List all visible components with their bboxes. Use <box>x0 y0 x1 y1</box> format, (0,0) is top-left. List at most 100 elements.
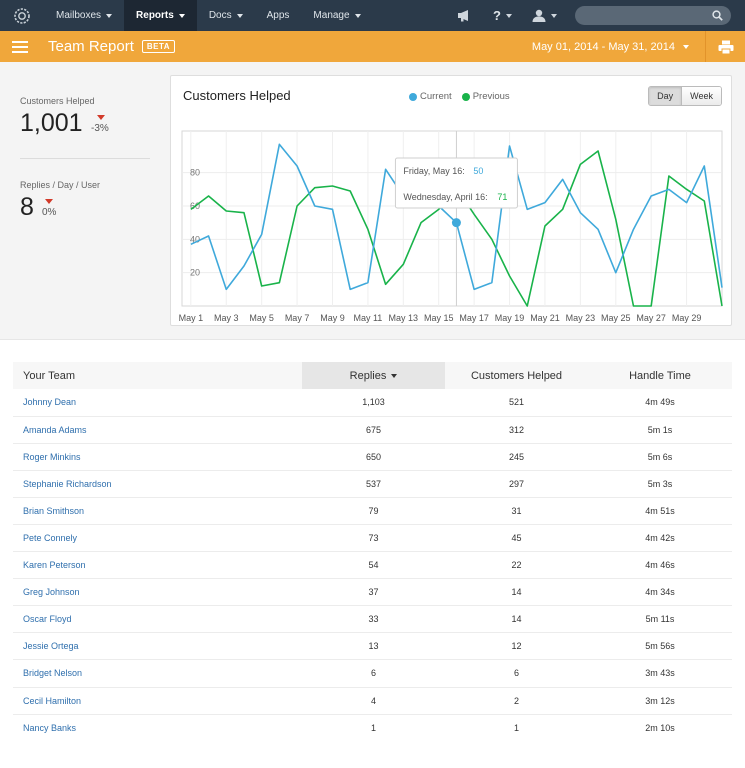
chevron-down-icon <box>551 13 557 18</box>
replies-cell: 4 <box>302 686 445 715</box>
search-icon[interactable] <box>712 10 723 21</box>
team-member-link[interactable]: Greg Johnson <box>13 578 302 606</box>
chevron-down-icon <box>236 13 243 18</box>
tooltip-current-value: 50 <box>473 166 483 176</box>
helpscout-logo-icon[interactable] <box>0 0 44 31</box>
team-member-link[interactable]: Oscar Floyd <box>13 605 302 633</box>
nav-manage[interactable]: Manage <box>301 0 372 31</box>
column-header-replies[interactable]: Replies <box>302 362 445 389</box>
handle-time-cell: 4m 49s <box>645 397 675 408</box>
nav-label: Docs <box>208 10 232 21</box>
table-row: Oscar Floyd 33 14 5m 11s <box>13 605 732 633</box>
highlight-point <box>451 218 461 228</box>
table-row: Karen Peterson 54 22 4m 46s <box>13 551 732 579</box>
team-table: Your Team Replies Customers Helped Handl… <box>13 362 732 742</box>
tooltip-current-label: Friday, May 16: <box>403 166 464 176</box>
top-navigation: Mailboxes Reports Docs Apps Manage ? <box>0 0 745 31</box>
replies-cell: 13 <box>302 632 445 660</box>
handle-time-cell: 4m 51s <box>588 496 732 525</box>
x-tick-label: May 7 <box>285 313 310 323</box>
x-tick-label: May 1 <box>179 313 204 323</box>
tooltip-previous-value: 71 <box>497 192 507 202</box>
column-header-customers-helped[interactable]: Customers Helped <box>445 362 588 389</box>
customers-helped-value: 1,001 <box>20 109 83 137</box>
replies-per-day-label: Replies / Day / User <box>20 180 101 190</box>
customers-helped-cell: 12 <box>445 632 588 660</box>
nav-label: Manage <box>313 10 350 21</box>
team-member-link[interactable]: Amanda Adams <box>13 415 302 444</box>
chevron-down-icon <box>106 13 113 18</box>
granularity-toggle: Day Week <box>648 86 722 106</box>
search-box <box>575 6 731 26</box>
help-menu[interactable]: ? <box>483 0 522 31</box>
table-row: Greg Johnson 37 14 4m 34s <box>13 578 732 606</box>
team-member-link[interactable]: Jessie Ortega <box>13 632 302 660</box>
y-tick-label: 80 <box>190 168 200 178</box>
megaphone-icon[interactable] <box>447 0 483 31</box>
x-tick-label: May 19 <box>495 313 525 323</box>
x-tick-label: May 9 <box>320 313 345 323</box>
customers-helped-cell: 31 <box>445 496 588 525</box>
x-tick-label: May 15 <box>424 313 454 323</box>
handle-time-cell: 3m 43s <box>588 659 732 688</box>
table-row: Bridget Nelson 6 6 3m 43s <box>13 659 732 688</box>
nav-mailboxes[interactable]: Mailboxes <box>44 0 124 31</box>
nav-label: Reports <box>136 10 174 21</box>
toggle-week-button[interactable]: Week <box>681 87 721 105</box>
team-member-link[interactable]: Stephanie Richardson <box>13 469 302 498</box>
replies-cell: 675 <box>302 415 445 444</box>
toggle-day-button[interactable]: Day <box>649 87 682 105</box>
report-title: Team Report <box>48 38 134 55</box>
replies-per-day-value: 8 <box>20 193 34 221</box>
nav-label: Apps <box>266 10 290 21</box>
date-range-picker[interactable]: May 01, 2014 - May 31, 2014 <box>532 31 689 62</box>
replies-cell: 1 <box>302 713 445 742</box>
team-member-link[interactable]: Brian Smithson <box>13 496 302 525</box>
replies-cell: 6 <box>302 659 445 688</box>
handle-time-cell: 5m 6s <box>588 442 732 471</box>
legend-current-label: Current <box>420 91 452 102</box>
nav-apps[interactable]: Apps <box>255 0 302 31</box>
team-member-link[interactable]: Roger Minkins <box>13 442 302 471</box>
column-header-handle-time[interactable]: Handle Time <box>588 362 732 389</box>
stats-divider <box>20 158 150 159</box>
nav-reports[interactable]: Reports <box>124 0 197 31</box>
nav-docs[interactable]: Docs <box>197 0 255 31</box>
menu-toggle-icon[interactable] <box>0 31 40 62</box>
sort-desc-icon <box>391 373 398 378</box>
summary-panel: Customers Helped 1,001 -3% Replies / Day… <box>0 62 745 340</box>
team-member-link[interactable]: Nancy Banks <box>13 713 302 742</box>
decrease-arrow-icon <box>97 115 105 120</box>
replies-cell: 54 <box>302 551 445 579</box>
beta-badge: BETA <box>141 40 176 53</box>
customers-helped-cell: 2 <box>445 686 588 715</box>
current-dot-icon <box>409 92 417 101</box>
print-icon <box>718 40 733 54</box>
table-header-row: Your Team Replies Customers Helped Handl… <box>13 362 732 389</box>
team-member-link[interactable]: Cecil Hamilton <box>13 686 302 715</box>
table-row: Johnny Dean 1,103 521 4m 49s <box>13 389 732 416</box>
customers-helped-cell: 22 <box>445 551 588 579</box>
team-member-link[interactable]: Karen Peterson <box>13 551 302 579</box>
print-button[interactable] <box>705 31 745 62</box>
user-menu[interactable] <box>522 0 567 31</box>
team-member-link[interactable]: Pete Connely <box>13 523 302 552</box>
replies-cell: 37 <box>302 578 445 606</box>
chevron-down-icon <box>178 13 185 18</box>
legend-previous[interactable]: Previous <box>461 91 510 102</box>
search-input[interactable] <box>575 7 731 26</box>
legend-current[interactable]: Current <box>409 91 452 102</box>
user-icon <box>532 9 546 22</box>
replies-per-day-change: 0% <box>42 207 57 218</box>
replies-cell: 79 <box>302 496 445 525</box>
team-member-link[interactable]: Johnny Dean <box>23 397 77 408</box>
replies-cell: 650 <box>302 442 445 471</box>
column-header-replies-label: Replies <box>349 369 387 382</box>
team-member-link[interactable]: Bridget Nelson <box>13 659 302 688</box>
table-row: Amanda Adams 675 312 5m 1s <box>13 415 732 444</box>
date-range-label: May 01, 2014 - May 31, 2014 <box>531 40 675 53</box>
handle-time-cell: 4m 34s <box>588 578 732 606</box>
handle-time-cell: 5m 11s <box>588 605 732 633</box>
report-header: Team Report BETA May 01, 2014 - May 31, … <box>0 31 745 62</box>
